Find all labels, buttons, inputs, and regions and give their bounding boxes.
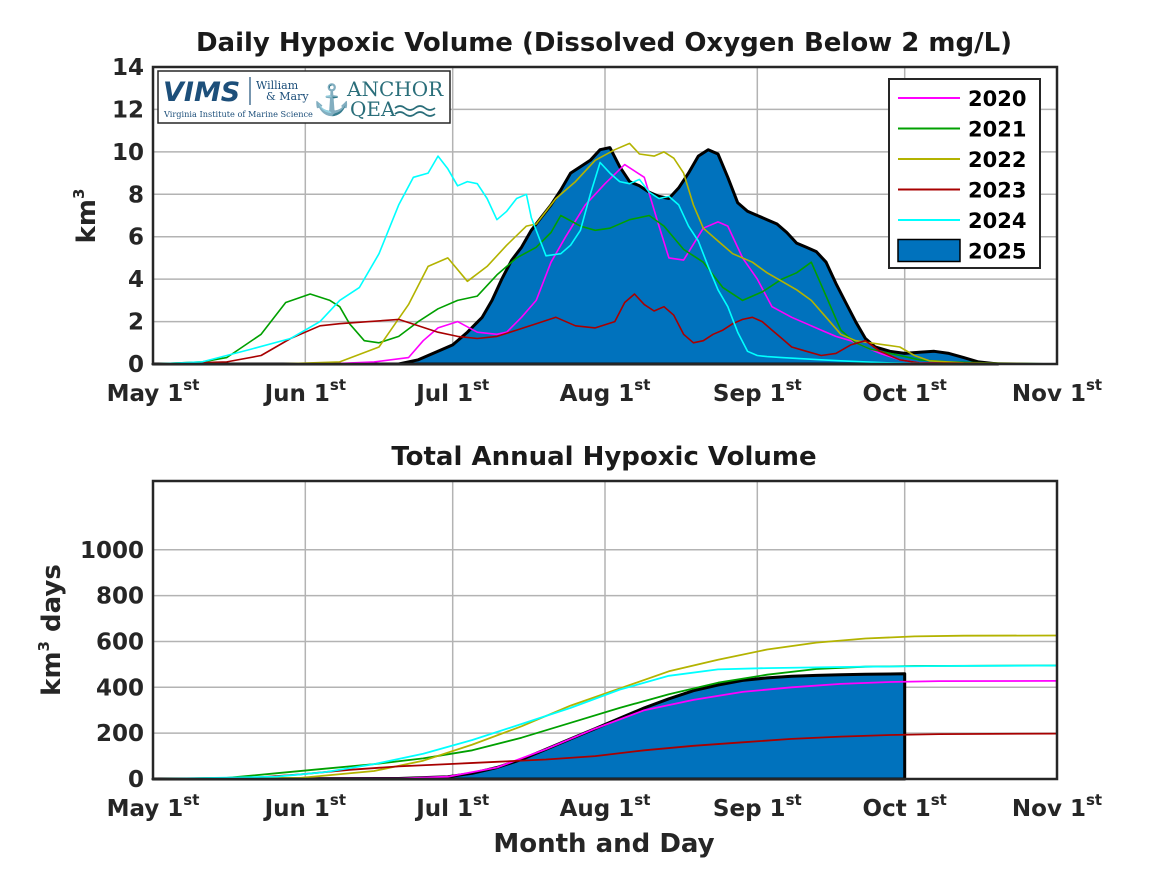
bottom-y-tick-label: 600: [96, 629, 144, 655]
bottom-y-tick-label: 0: [128, 767, 144, 793]
top-y-axis-label: km3: [70, 189, 102, 244]
top-series-2025-area: [151, 146, 1000, 366]
bottom-x-tick-label: Jul 1st: [414, 791, 489, 822]
bottom-x-axis-label: Month and Day: [493, 829, 714, 859]
logo-qea-text: QEA: [350, 97, 396, 121]
legend-box: [888, 78, 1041, 269]
legend-label-2023: 2023: [968, 179, 1026, 203]
top-x-tick-label: Jun 1st: [263, 376, 346, 407]
logo-vims: VIMS: [163, 77, 240, 108]
top-series-2023-line: [152, 293, 1058, 365]
bottom-chart-title: Total Annual Hypoxic Volume: [391, 442, 816, 472]
bottom-x-ticks: May 1st Jun 1st Jul 1st Aug 1st Sep 1st Oct 1…: [107, 791, 1103, 822]
top-x-tick-label: May 1st: [107, 376, 200, 407]
top-x-tick-label: Oct 1st: [863, 376, 947, 407]
top-series-2024-line: [152, 155, 1057, 365]
anchor-icon: ⚓: [313, 82, 350, 118]
top-y-tick-label: 12: [112, 97, 144, 123]
bottom-chart: Total Annual Hypoxic Volume 0 200 400 600 80…: [35, 442, 1102, 859]
top-axes-frame: [151, 65, 1059, 366]
legend-swatch-2025: [897, 238, 961, 263]
bottom-y-tick-label: 200: [96, 721, 144, 747]
logo-mary: & Mary: [266, 90, 309, 103]
top-series-2021-line: [152, 214, 1058, 365]
bottom-x-tick-label: Aug 1st: [560, 791, 651, 822]
top-y-tick-label: 14: [112, 55, 144, 81]
legend: 2020 2021 2022 2023 2024 2025: [888, 78, 1041, 269]
top-x-tick-label: Sep 1st: [713, 376, 802, 407]
bottom-y-axis-label: km3 days: [35, 564, 67, 696]
logo-anchor-text: ANCHOR: [346, 77, 444, 101]
top-x-tick-label: Jul 1st: [414, 376, 489, 407]
top-x-tick-label: Aug 1st: [560, 376, 651, 407]
logo-box: [157, 70, 451, 124]
top-x-ticks: May 1st Jun 1st Jul 1st Aug 1st Sep 1st Oct 1…: [107, 376, 1103, 407]
wave-icon: [394, 105, 436, 117]
top-chart-title: Daily Hypoxic Volume (Dissolved Oxygen B…: [196, 28, 1012, 58]
top-chart: Daily Hypoxic Volume (Dissolved Oxygen B…: [70, 28, 1102, 407]
top-y-tick-label: 0: [128, 352, 144, 378]
logo-william: William: [256, 79, 299, 92]
bottom-series-2020-line: [152, 680, 1058, 780]
bottom-plot: [151, 634, 1058, 781]
top-plot: [151, 142, 1058, 366]
bottom-x-tick-label: Jun 1st: [263, 791, 346, 822]
bottom-y-ticks: 0 200 400 600 800 1000: [80, 538, 144, 793]
top-series-2020-line: [153, 163, 1057, 365]
legend-label-2022: 2022: [968, 148, 1026, 172]
bottom-axes-frame: [151, 479, 1059, 781]
top-y-tick-label: 10: [112, 140, 144, 166]
bottom-x-tick-label: Oct 1st: [863, 791, 947, 822]
bottom-series-2025-area: [151, 672, 907, 781]
legend-label-2025: 2025: [968, 240, 1026, 264]
top-y-ticks: 0 2 4 6 8 10 12 14: [112, 55, 144, 378]
legend-label-2021: 2021: [968, 118, 1026, 142]
bottom-x-tick-label: Sep 1st: [713, 791, 802, 822]
logo-institute: Virginia Institute of Marine Science: [163, 109, 313, 119]
bottom-y-tick-label: 800: [96, 584, 144, 610]
legend-label-2024: 2024: [968, 209, 1026, 233]
top-y-tick-label: 8: [128, 182, 144, 208]
bottom-y-tick-label: 1000: [80, 538, 144, 564]
bottom-x-tick-label: Nov 1st: [1012, 791, 1102, 822]
legend-label-2020: 2020: [968, 87, 1026, 111]
top-y-tick-label: 4: [128, 267, 144, 293]
bottom-y-tick-label: 400: [96, 675, 144, 701]
bottom-series-2024-line: [152, 664, 1058, 780]
vims-anchor-logo: VIMS William & Mary Virginia Institute o…: [157, 70, 451, 124]
bottom-x-tick-label: May 1st: [107, 791, 200, 822]
top-y-tick-label: 2: [128, 310, 144, 336]
top-y-tick-label: 6: [128, 225, 144, 251]
top-x-tick-label: Nov 1st: [1012, 376, 1102, 407]
bottom-series-2021-line: [152, 664, 1058, 780]
